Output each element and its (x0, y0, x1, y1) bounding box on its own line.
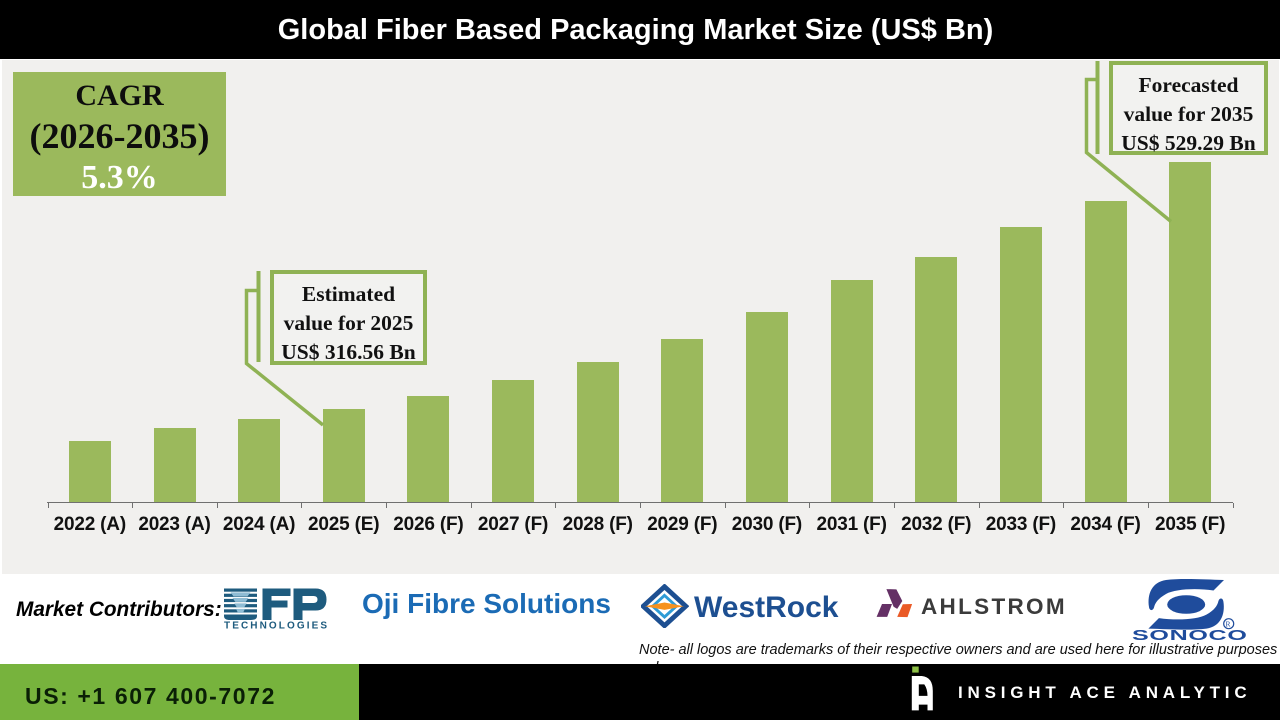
svg-text:TECHNOLOGIES: TECHNOLOGIES (224, 621, 327, 631)
svg-text:SONOCO: SONOCO (1132, 627, 1248, 643)
svg-text:R: R (1226, 620, 1231, 629)
